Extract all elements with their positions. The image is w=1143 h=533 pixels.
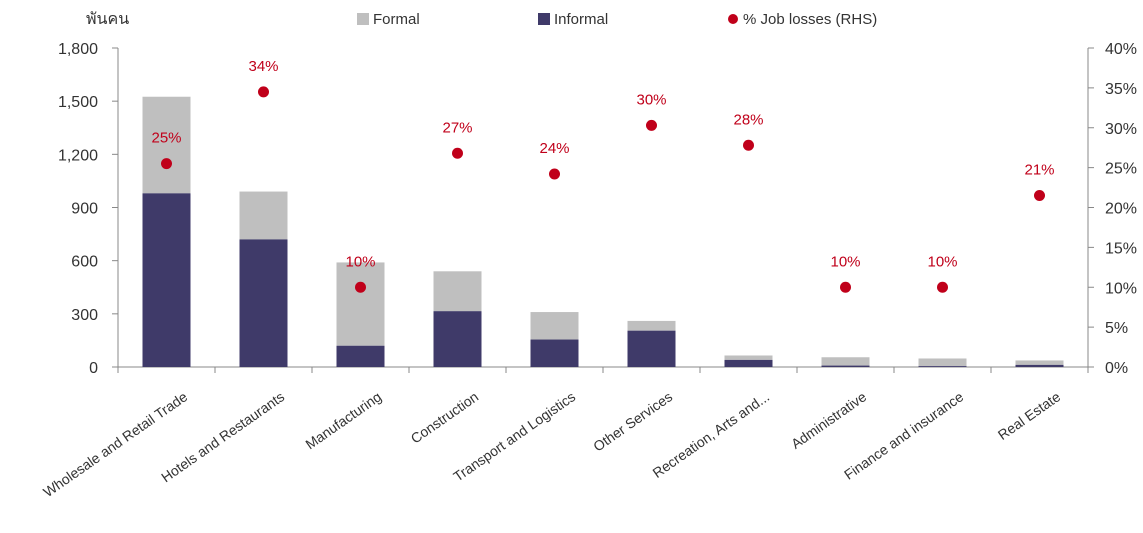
bar-formal (821, 357, 870, 366)
job-loss-label: 10% (927, 253, 957, 270)
y-tick-label: 900 (71, 201, 98, 218)
job-loss-label: 10% (345, 253, 375, 270)
job-loss-point (258, 86, 269, 98)
bar-informal (433, 311, 482, 367)
x-tick-label: Construction (408, 388, 482, 446)
job-loss-point (937, 281, 948, 293)
y2-tick-label: 25% (1105, 161, 1137, 178)
y-tick-label: 300 (71, 307, 98, 324)
job-loss-label: 25% (151, 130, 181, 147)
job-loss-label: 10% (830, 253, 860, 270)
y-tick-label: 600 (71, 254, 98, 271)
job-loss-point (1034, 190, 1045, 202)
y2-tick-label: 30% (1105, 121, 1137, 138)
legend-label-informal: Informal (554, 11, 608, 28)
bar-informal (336, 345, 385, 367)
job-loss-point (452, 147, 463, 159)
job-loss-point (743, 139, 754, 151)
job-loss-label: 28% (733, 111, 763, 128)
job-loss-label: 27% (442, 119, 472, 136)
bar-informal (724, 359, 773, 367)
legend-swatch-formal (357, 13, 369, 25)
y2-tick-label: 5% (1105, 320, 1128, 337)
y-tick-label: 1,800 (58, 41, 98, 58)
legend-swatch-informal (538, 13, 550, 25)
bar-formal (530, 312, 579, 340)
x-tick-label: Manufacturing (302, 388, 384, 452)
bar-formal (433, 271, 482, 312)
job-loss-point (355, 281, 366, 293)
bars (142, 96, 1064, 367)
job-loss-label: 24% (539, 140, 569, 157)
job-loss-point (840, 281, 851, 293)
bar-formal (627, 320, 676, 331)
legend: Formal Informal % Job losses (RHS) (357, 11, 877, 28)
y2-tick-label: 20% (1105, 201, 1137, 218)
bar-formal (336, 262, 385, 346)
bar-informal (142, 193, 191, 367)
bar-informal (239, 239, 288, 367)
x-tick-label: Other Services (590, 388, 675, 454)
job-loss-point (646, 119, 657, 131)
job-loss-label: 34% (248, 58, 278, 75)
y2-tick-label: 15% (1105, 240, 1137, 257)
axes: 0 300 600 900 1,200 1,500 1,800 0% 5% 10% 15% 20% 25… (40, 41, 1137, 500)
job-loss-label: 30% (636, 91, 666, 108)
job-loss-points: 25% 34% 10% 27% 24% 30% 28% 10% 10% 21% (151, 58, 1055, 293)
job-loss-point (161, 158, 172, 170)
y-axis-label: พันคน (86, 11, 129, 28)
legend-marker-job-losses (728, 14, 738, 24)
job-loss-label: 21% (1024, 162, 1054, 179)
bar-informal (530, 339, 579, 367)
y-tick-label: 1,200 (58, 147, 98, 164)
bar-formal (239, 191, 288, 240)
y2-tick-label: 35% (1105, 81, 1137, 98)
x-tick-label: Real Estate (995, 388, 1064, 443)
bar-informal (627, 330, 676, 367)
legend-label-job-losses: % Job losses (RHS) (743, 11, 877, 28)
bar-formal (724, 355, 773, 360)
bar-formal (142, 96, 191, 194)
y-tick-label: 1,500 (58, 94, 98, 111)
y-tick-label: 0 (89, 360, 98, 377)
x-tick-label: Administrative (788, 388, 869, 452)
bar-formal (918, 358, 967, 367)
bar-informal (1015, 364, 1064, 367)
legend-label-formal: Formal (373, 11, 420, 28)
job-loss-point (549, 168, 560, 180)
bar-informal (918, 366, 967, 367)
y2-tick-label: 10% (1105, 280, 1137, 297)
bar-informal (821, 365, 870, 367)
bar-formal (1015, 360, 1064, 365)
y2-tick-label: 40% (1105, 41, 1137, 58)
y2-tick-label: 0% (1105, 360, 1128, 377)
